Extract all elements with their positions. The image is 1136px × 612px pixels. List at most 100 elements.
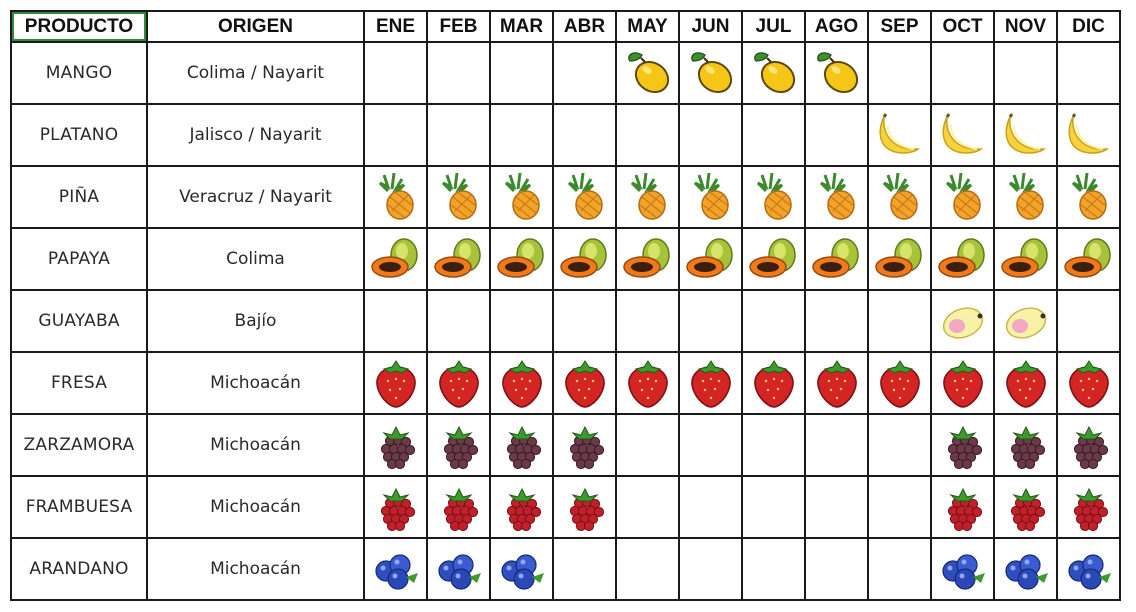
header-month-abr[interactable]: ABR: [552, 10, 617, 43]
month-cell-ene[interactable]: [363, 41, 428, 105]
month-cell-oct[interactable]: [930, 227, 995, 291]
month-cell-ene[interactable]: [363, 351, 428, 415]
month-cell-sep[interactable]: [867, 413, 932, 477]
month-cell-jul[interactable]: [741, 227, 806, 291]
month-cell-ago[interactable]: [804, 413, 869, 477]
month-cell-may[interactable]: [615, 351, 680, 415]
month-cell-jun[interactable]: [678, 475, 743, 539]
month-cell-may[interactable]: [615, 41, 680, 105]
month-cell-abr[interactable]: [552, 351, 617, 415]
month-cell-oct[interactable]: [930, 289, 995, 353]
header-month-feb[interactable]: FEB: [426, 10, 491, 43]
month-cell-jul[interactable]: [741, 41, 806, 105]
origin-cell[interactable]: Michoacán: [146, 537, 365, 601]
month-cell-ago[interactable]: [804, 41, 869, 105]
month-cell-sep[interactable]: [867, 289, 932, 353]
month-cell-ene[interactable]: [363, 537, 428, 601]
month-cell-abr[interactable]: [552, 41, 617, 105]
product-cell[interactable]: FRESA: [10, 351, 148, 415]
month-cell-sep[interactable]: [867, 537, 932, 601]
header-origin[interactable]: ORIGEN: [146, 10, 365, 43]
header-month-jun[interactable]: JUN: [678, 10, 743, 43]
origin-cell[interactable]: Michoacán: [146, 475, 365, 539]
header-month-jul[interactable]: JUL: [741, 10, 806, 43]
month-cell-ago[interactable]: [804, 289, 869, 353]
month-cell-nov[interactable]: [993, 537, 1058, 601]
month-cell-mar[interactable]: [489, 103, 554, 167]
month-cell-dic[interactable]: [1056, 475, 1121, 539]
month-cell-nov[interactable]: [993, 351, 1058, 415]
month-cell-dic[interactable]: [1056, 227, 1121, 291]
month-cell-dic[interactable]: [1056, 103, 1121, 167]
month-cell-mar[interactable]: [489, 227, 554, 291]
month-cell-nov[interactable]: [993, 227, 1058, 291]
product-cell[interactable]: PIÑA: [10, 165, 148, 229]
month-cell-ago[interactable]: [804, 475, 869, 539]
month-cell-dic[interactable]: [1056, 165, 1121, 229]
month-cell-oct[interactable]: [930, 351, 995, 415]
month-cell-ago[interactable]: [804, 103, 869, 167]
header-month-ene[interactable]: ENE: [363, 10, 428, 43]
month-cell-feb[interactable]: [426, 351, 491, 415]
month-cell-ago[interactable]: [804, 351, 869, 415]
month-cell-dic[interactable]: [1056, 41, 1121, 105]
month-cell-oct[interactable]: [930, 41, 995, 105]
month-cell-abr[interactable]: [552, 289, 617, 353]
month-cell-ene[interactable]: [363, 413, 428, 477]
month-cell-mar[interactable]: [489, 351, 554, 415]
month-cell-dic[interactable]: [1056, 351, 1121, 415]
origin-cell[interactable]: Michoacán: [146, 351, 365, 415]
product-cell[interactable]: ZARZAMORA: [10, 413, 148, 477]
month-cell-mar[interactable]: [489, 289, 554, 353]
month-cell-abr[interactable]: [552, 227, 617, 291]
product-cell[interactable]: GUAYABA: [10, 289, 148, 353]
product-cell[interactable]: MANGO: [10, 41, 148, 105]
month-cell-may[interactable]: [615, 227, 680, 291]
month-cell-jun[interactable]: [678, 41, 743, 105]
month-cell-jun[interactable]: [678, 165, 743, 229]
month-cell-nov[interactable]: [993, 475, 1058, 539]
month-cell-ene[interactable]: [363, 165, 428, 229]
month-cell-mar[interactable]: [489, 413, 554, 477]
month-cell-may[interactable]: [615, 475, 680, 539]
month-cell-may[interactable]: [615, 165, 680, 229]
month-cell-jun[interactable]: [678, 351, 743, 415]
origin-cell[interactable]: Bajío: [146, 289, 365, 353]
month-cell-may[interactable]: [615, 413, 680, 477]
month-cell-sep[interactable]: [867, 165, 932, 229]
header-month-ago[interactable]: AGO: [804, 10, 869, 43]
month-cell-mar[interactable]: [489, 537, 554, 601]
month-cell-oct[interactable]: [930, 475, 995, 539]
month-cell-jul[interactable]: [741, 289, 806, 353]
month-cell-oct[interactable]: [930, 413, 995, 477]
month-cell-abr[interactable]: [552, 537, 617, 601]
month-cell-nov[interactable]: [993, 41, 1058, 105]
month-cell-feb[interactable]: [426, 413, 491, 477]
month-cell-dic[interactable]: [1056, 537, 1121, 601]
month-cell-nov[interactable]: [993, 413, 1058, 477]
month-cell-abr[interactable]: [552, 103, 617, 167]
month-cell-oct[interactable]: [930, 537, 995, 601]
month-cell-sep[interactable]: [867, 351, 932, 415]
origin-cell[interactable]: Colima: [146, 227, 365, 291]
month-cell-jun[interactable]: [678, 413, 743, 477]
month-cell-feb[interactable]: [426, 537, 491, 601]
month-cell-oct[interactable]: [930, 165, 995, 229]
header-product[interactable]: PRODUCTO: [10, 10, 148, 43]
origin-cell[interactable]: Jalisco / Nayarit: [146, 103, 365, 167]
month-cell-jul[interactable]: [741, 103, 806, 167]
month-cell-ene[interactable]: [363, 289, 428, 353]
header-month-sep[interactable]: SEP: [867, 10, 932, 43]
header-month-may[interactable]: MAY: [615, 10, 680, 43]
month-cell-sep[interactable]: [867, 227, 932, 291]
month-cell-nov[interactable]: [993, 289, 1058, 353]
month-cell-feb[interactable]: [426, 289, 491, 353]
product-cell[interactable]: PLATANO: [10, 103, 148, 167]
month-cell-feb[interactable]: [426, 227, 491, 291]
month-cell-abr[interactable]: [552, 165, 617, 229]
origin-cell[interactable]: Michoacán: [146, 413, 365, 477]
month-cell-jun[interactable]: [678, 289, 743, 353]
month-cell-abr[interactable]: [552, 475, 617, 539]
month-cell-ene[interactable]: [363, 227, 428, 291]
month-cell-may[interactable]: [615, 289, 680, 353]
